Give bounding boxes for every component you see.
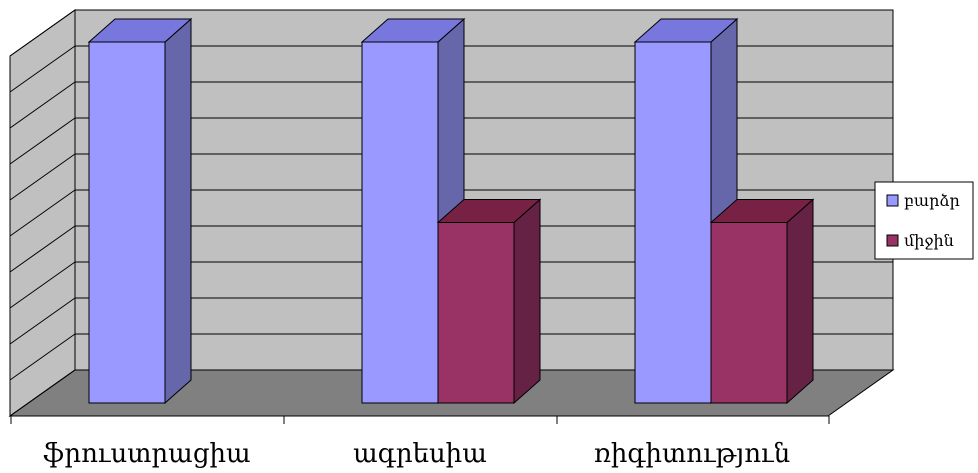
category-label: ֆրուստրացիա bbox=[43, 439, 250, 469]
bar-side bbox=[164, 17, 192, 405]
gridline-side bbox=[9, 81, 76, 129]
bar-front bbox=[634, 41, 712, 404]
bar-front bbox=[88, 41, 166, 404]
legend-label: բարձր bbox=[904, 191, 960, 210]
bar bbox=[709, 198, 815, 405]
x-axis: ֆրուստրացիա ագրեսիա ռիգիտություն bbox=[10, 415, 830, 469]
bar-front bbox=[710, 222, 788, 404]
gridline-side bbox=[9, 153, 76, 201]
gridline-side bbox=[9, 369, 76, 417]
gridline-side bbox=[9, 117, 76, 165]
gridline-side bbox=[9, 261, 76, 309]
bar-front bbox=[437, 222, 515, 404]
gridline-side bbox=[9, 45, 76, 93]
bar bbox=[436, 198, 542, 405]
gridline-side bbox=[9, 9, 76, 57]
bar-side bbox=[786, 198, 814, 405]
gridline-side bbox=[9, 333, 76, 381]
category-label: ագրեսիա bbox=[353, 439, 487, 469]
bars bbox=[87, 17, 815, 405]
category-label: ռիգիտություն bbox=[594, 439, 790, 469]
legend-label: միջին bbox=[904, 231, 954, 250]
legend-swatch bbox=[886, 234, 899, 247]
gridline-side bbox=[9, 297, 76, 345]
bar bbox=[87, 17, 193, 405]
legend-swatch bbox=[886, 194, 899, 207]
gridline-side bbox=[9, 189, 76, 237]
legend: բարձր միջին bbox=[874, 181, 974, 260]
gridline-side bbox=[9, 225, 76, 273]
bar-front bbox=[361, 41, 439, 404]
bar-side bbox=[513, 198, 541, 405]
